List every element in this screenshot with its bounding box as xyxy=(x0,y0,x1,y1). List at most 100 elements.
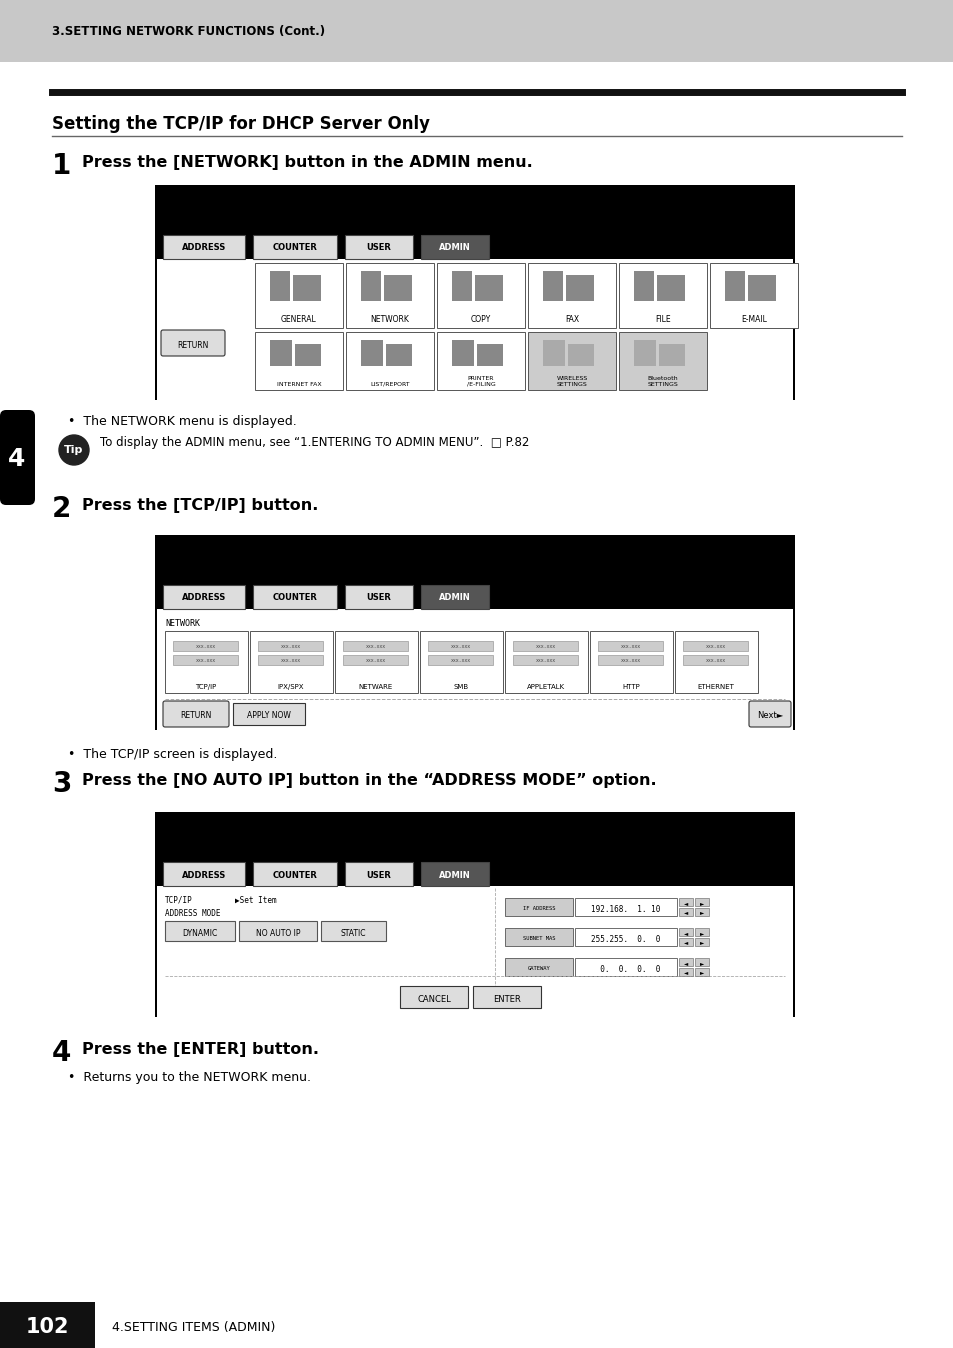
Text: 192.168.  1. 10: 192.168. 1. 10 xyxy=(591,905,660,914)
Text: xxx.xxx: xxx.xxx xyxy=(536,659,556,663)
Bar xyxy=(428,655,493,665)
Text: ►: ► xyxy=(700,902,703,906)
Bar xyxy=(618,332,706,390)
Bar xyxy=(679,958,692,967)
Bar xyxy=(473,985,540,1008)
Text: ►: ► xyxy=(700,961,703,967)
Bar xyxy=(172,655,237,665)
Text: GATEWAY: GATEWAY xyxy=(527,967,550,972)
Bar xyxy=(709,263,797,328)
Bar xyxy=(659,344,684,367)
Bar xyxy=(254,263,343,328)
Text: NETWORK: NETWORK xyxy=(165,619,200,628)
Text: FILE: FILE xyxy=(655,315,670,324)
Bar xyxy=(527,263,616,328)
Bar xyxy=(157,886,792,1016)
Text: ADMIN: ADMIN xyxy=(438,871,471,879)
Bar xyxy=(343,642,408,651)
Bar xyxy=(163,861,245,886)
FancyBboxPatch shape xyxy=(161,330,225,356)
Bar xyxy=(436,263,524,328)
Bar xyxy=(436,332,524,390)
Bar xyxy=(253,235,336,259)
Text: 4: 4 xyxy=(52,1039,71,1068)
Text: 0.  0.  0.  0: 0. 0. 0. 0 xyxy=(591,965,660,973)
Text: Press the [ENTER] button.: Press the [ENTER] button. xyxy=(82,1042,318,1057)
Text: ▶Set Item: ▶Set Item xyxy=(234,895,276,905)
Bar xyxy=(157,187,792,235)
Text: NETWORK: NETWORK xyxy=(370,315,409,324)
Bar xyxy=(157,609,792,731)
Bar xyxy=(598,655,662,665)
Text: PRINTER
/E-FILING: PRINTER /E-FILING xyxy=(466,376,495,387)
Text: xxx.xxx: xxx.xxx xyxy=(366,644,386,650)
Bar xyxy=(335,631,417,693)
Bar xyxy=(695,958,708,967)
Text: Setting the TCP/IP for DHCP Server Only: Setting the TCP/IP for DHCP Server Only xyxy=(52,115,430,133)
Bar xyxy=(504,898,573,917)
Bar xyxy=(257,642,323,651)
Bar xyxy=(270,340,292,367)
Bar xyxy=(679,968,692,976)
Bar xyxy=(293,275,320,301)
Text: COUNTER: COUNTER xyxy=(273,244,317,252)
Bar xyxy=(157,814,792,861)
Text: ADDRESS: ADDRESS xyxy=(182,244,226,252)
Text: Next►: Next► xyxy=(756,712,782,720)
Bar xyxy=(257,655,323,665)
Text: ◄: ◄ xyxy=(683,902,687,906)
Text: •  Returns you to the NETWORK menu.: • Returns you to the NETWORK menu. xyxy=(68,1072,311,1084)
Text: RETURN: RETURN xyxy=(177,341,209,349)
Bar xyxy=(679,938,692,946)
Bar xyxy=(567,344,594,367)
Bar xyxy=(239,921,316,941)
Text: xxx.xxx: xxx.xxx xyxy=(451,644,471,650)
Bar xyxy=(270,271,290,301)
Text: Press the [TCP/IP] button.: Press the [TCP/IP] button. xyxy=(82,497,318,514)
Text: ETHERNET: ETHERNET xyxy=(697,683,734,690)
Text: ◄: ◄ xyxy=(683,941,687,945)
Bar xyxy=(428,642,493,651)
Text: 255.255.  0.  0: 255.255. 0. 0 xyxy=(591,934,660,944)
Text: ADDRESS MODE: ADDRESS MODE xyxy=(165,910,220,918)
Text: SMB: SMB xyxy=(453,683,468,690)
Text: FAX: FAX xyxy=(564,315,578,324)
Bar xyxy=(343,655,408,665)
FancyBboxPatch shape xyxy=(163,701,229,727)
Bar xyxy=(695,938,708,946)
Text: ►: ► xyxy=(700,910,703,915)
Text: USER: USER xyxy=(366,593,391,603)
Text: COUNTER: COUNTER xyxy=(273,593,317,603)
Bar xyxy=(346,332,434,390)
Bar xyxy=(542,340,564,367)
Text: 3.SETTING NETWORK FUNCTIONS (Cont.): 3.SETTING NETWORK FUNCTIONS (Cont.) xyxy=(52,26,325,39)
Text: ◄: ◄ xyxy=(683,910,687,915)
Bar xyxy=(542,271,562,301)
Bar xyxy=(504,927,573,946)
Text: LIST/REPORT: LIST/REPORT xyxy=(370,381,410,387)
Text: 2: 2 xyxy=(52,495,71,523)
Text: APPLY NOW: APPLY NOW xyxy=(247,712,291,720)
Bar xyxy=(675,631,758,693)
Text: E-MAIL: E-MAIL xyxy=(740,315,766,324)
Text: xxx.xxx: xxx.xxx xyxy=(366,659,386,663)
Text: RETURN: RETURN xyxy=(180,712,212,720)
Text: SUBNET MAS: SUBNET MAS xyxy=(522,937,555,941)
Bar xyxy=(154,811,794,1016)
Bar xyxy=(682,655,747,665)
Text: Tip: Tip xyxy=(64,445,84,456)
Text: xxx.xxx: xxx.xxx xyxy=(195,659,215,663)
Bar xyxy=(345,585,413,609)
Bar xyxy=(452,271,472,301)
Text: ►: ► xyxy=(700,971,703,976)
Bar xyxy=(154,535,794,731)
Bar xyxy=(634,271,654,301)
Text: ◄: ◄ xyxy=(683,931,687,937)
Text: ENTER: ENTER xyxy=(493,995,520,1003)
Bar xyxy=(724,271,744,301)
Text: TCP/IP: TCP/IP xyxy=(165,895,193,905)
Bar xyxy=(419,631,502,693)
Bar xyxy=(575,898,677,917)
Bar xyxy=(679,927,692,936)
Bar xyxy=(589,631,672,693)
